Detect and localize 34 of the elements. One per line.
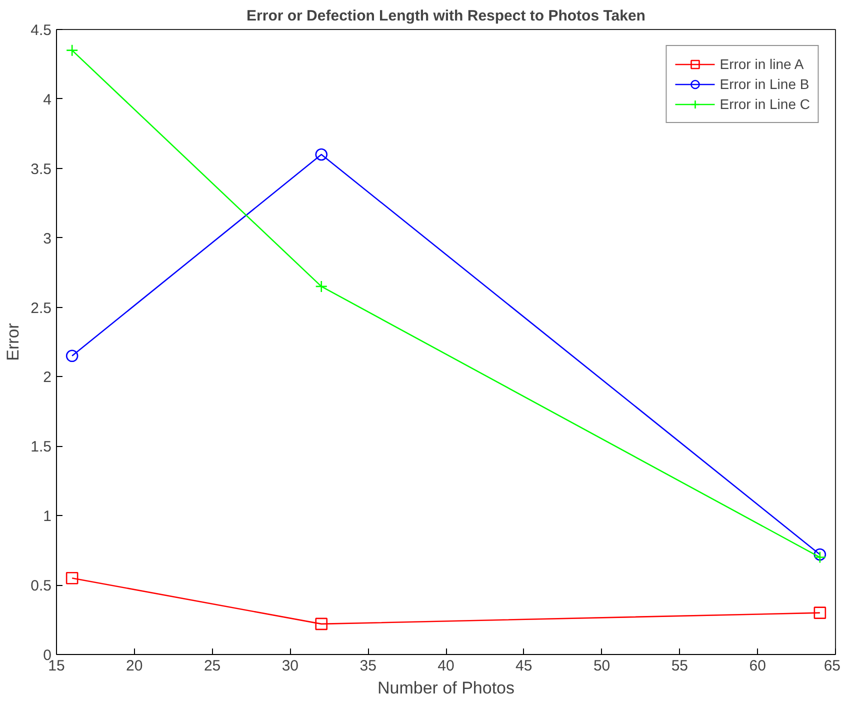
- x-tick-label: 55: [671, 658, 688, 674]
- y-axis-title: Error: [4, 322, 23, 361]
- x-tick-label: 25: [204, 658, 221, 674]
- point: [66, 350, 78, 362]
- x-tick-label: 35: [360, 658, 376, 674]
- x-tick-label: 30: [282, 658, 299, 674]
- legend-label: Error in line A: [720, 56, 804, 72]
- y-tick-label: 3: [43, 230, 52, 248]
- point: [814, 551, 826, 564]
- y-tick-label: 2.5: [30, 300, 52, 317]
- y-tick-label: 4.5: [30, 22, 52, 39]
- x-tick-label: 20: [126, 658, 143, 674]
- point: [315, 148, 328, 161]
- legend-label: Error in Line C: [720, 96, 810, 112]
- y-tick-label: 2: [43, 369, 52, 386]
- x-tick-label: 60: [749, 658, 766, 674]
- point: [66, 572, 78, 584]
- chart-title: Error or Defection Length with Respect to Photos Taken: [246, 8, 646, 24]
- y-tick-label: 1.5: [30, 438, 52, 456]
- legend-label: Error in Line B: [720, 76, 810, 92]
- x-tick-label: 50: [593, 658, 610, 674]
- x-tick-label: 65: [824, 658, 841, 674]
- y-tick-label: 0.5: [30, 578, 52, 595]
- point: [315, 280, 328, 293]
- point: [315, 618, 328, 630]
- x-axis-title: Number of Photos: [377, 678, 515, 698]
- point: [66, 44, 78, 56]
- point: [814, 606, 826, 619]
- y-tick-label: 4: [43, 91, 52, 108]
- y-tick-label: 3.5: [30, 160, 52, 178]
- x-tick-label: 45: [516, 658, 532, 674]
- y-tick-label: 1: [43, 508, 52, 526]
- x-tick-label: 40: [438, 658, 454, 674]
- point: [814, 548, 826, 561]
